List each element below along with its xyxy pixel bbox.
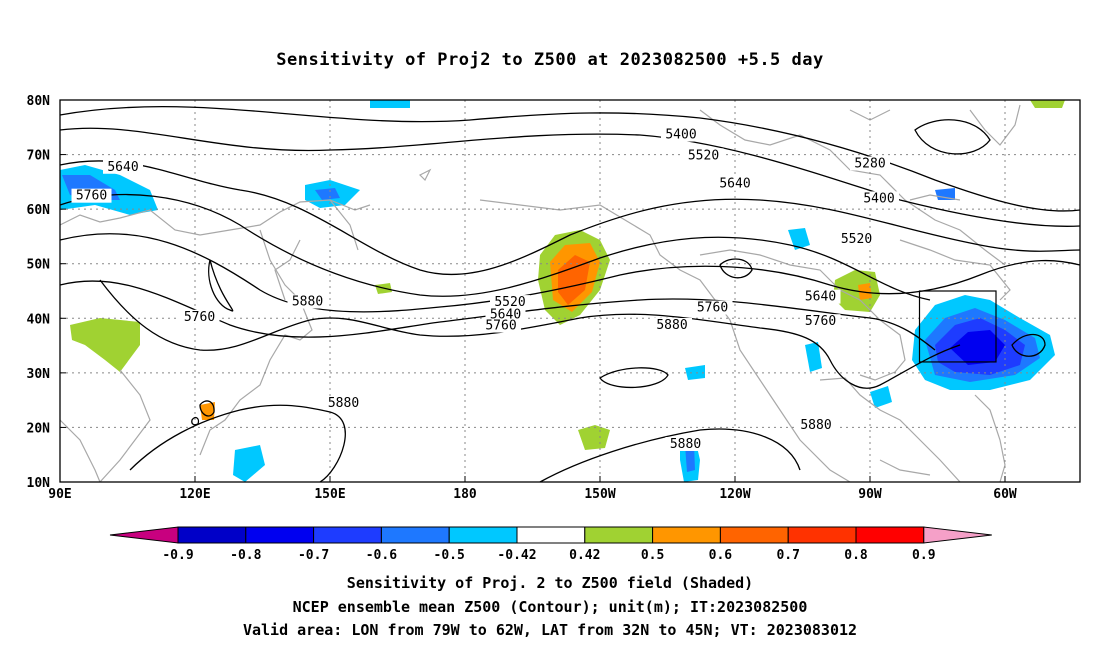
- lon-tick-label: 120W: [719, 487, 750, 502]
- coastlines: [59, 104, 1021, 483]
- contour-label-bg: [71, 188, 112, 203]
- contour-label: 5760: [76, 189, 107, 204]
- contour-label: 5760: [184, 310, 215, 325]
- contour-label: 5400: [863, 191, 894, 206]
- contour-label: 5880: [292, 295, 323, 310]
- contour-label: 5880: [656, 318, 687, 333]
- colorbar-label: -0.8: [230, 548, 261, 563]
- colorbar-label: -0.5: [434, 548, 465, 563]
- colorbar-label: -0.6: [366, 548, 397, 563]
- contour-label: 5760: [805, 314, 836, 329]
- lat-tick-label: 10N: [27, 476, 51, 491]
- caption-contour: NCEP ensemble mean Z500 (Contour); unit(…: [292, 598, 808, 616]
- lat-tick-label: 70N: [27, 149, 51, 164]
- colorbar-segment: [380, 526, 450, 544]
- colorbar-segment: [719, 526, 789, 544]
- colorbar-label: 0.8: [844, 548, 868, 563]
- colorbar-segment: [652, 526, 721, 544]
- lat-tick-label: 80N: [27, 94, 51, 109]
- colorbar-label: -0.7: [298, 548, 329, 563]
- contour-label: 5400: [665, 128, 696, 143]
- contour-label-bg: [179, 309, 220, 324]
- colorbar-label: 0.6: [709, 548, 733, 563]
- colorbar-segment: [516, 526, 586, 544]
- colorbar-segment: [855, 526, 925, 544]
- contour-label-bg: [287, 294, 328, 309]
- lon-tick-label: 90W: [858, 487, 882, 502]
- contour-label-bg: [485, 307, 526, 322]
- contour-label-bg: [850, 156, 890, 171]
- lon-tick-label: 150W: [584, 487, 615, 502]
- lon-tick-label: 120E: [179, 487, 210, 502]
- contour-label-bg: [103, 159, 143, 174]
- contour-label-bg: [323, 396, 364, 411]
- colorbar-label: -0.9: [162, 548, 193, 563]
- lon-tick-label: 90E: [48, 487, 71, 502]
- colorbar-label: 0.42: [569, 548, 600, 563]
- lat-tick-label: 60N: [27, 203, 51, 218]
- lon-tick-label: 60W: [993, 487, 1017, 502]
- valid-area-box: [918, 290, 997, 363]
- contour-label-bg: [481, 318, 521, 333]
- chart-title: Sensitivity of Proj2 to Z500 at 20230825…: [276, 50, 824, 70]
- colorbar: -0.9 -0.8 -0.7 -0.6 -0.5 -0.42 0.42 0.5 0.6 0.7 0.…: [109, 526, 992, 563]
- caption-shading: Sensitivity of Proj. 2 to Z500 field (Sh…: [346, 574, 754, 592]
- contour-label: 5880: [328, 396, 359, 411]
- contour-label: 5640: [719, 177, 750, 192]
- lon-tick-label: 180: [453, 487, 477, 502]
- sensitivity-shading: [60, 100, 1065, 482]
- grid-lines: [60, 100, 1080, 482]
- contour-label: 5520: [688, 148, 719, 163]
- contour-label-bg: [715, 176, 755, 191]
- contour-label-bg: [836, 231, 877, 246]
- contour-label: 5520: [841, 232, 872, 247]
- contour-label-bg: [652, 318, 692, 333]
- contour-label-bg: [800, 314, 841, 329]
- lat-tick-label: 40N: [27, 312, 51, 327]
- contour-label-bg: [800, 289, 841, 304]
- contour-label-bg: [859, 191, 899, 206]
- contour-label-bg: [683, 148, 724, 163]
- map-frame: [59, 99, 1081, 483]
- colorbar-segment: [448, 526, 518, 544]
- contour-labels: 5400552056405280540055205640576057605880…: [71, 127, 899, 452]
- caption-valid-area: Valid area: LON from 79W to 62W, LAT fro…: [242, 621, 858, 639]
- colorbar-segment: [313, 526, 382, 544]
- colorbar-label: 0.7: [776, 548, 799, 563]
- contour-label: 5280: [854, 156, 885, 171]
- contour-label-bg: [692, 300, 733, 315]
- contour-label-bg: [490, 295, 530, 310]
- colorbar-low-arrow: [109, 526, 179, 544]
- colorbar-high-arrow: [923, 526, 992, 544]
- contour-label: 5880: [800, 418, 831, 433]
- colorbar-label: 0.5: [641, 548, 664, 563]
- contour-label: 5760: [697, 301, 728, 316]
- contour-label: 5640: [107, 160, 138, 175]
- contour-label-bg: [661, 127, 701, 142]
- lon-tick-label: 150E: [314, 487, 345, 502]
- contour-label: 5880: [670, 437, 701, 452]
- colorbar-label: -0.42: [497, 548, 536, 563]
- colorbar-segment: [245, 526, 315, 544]
- contour-label-bg: [796, 417, 836, 432]
- colorbar-segment: [177, 526, 247, 544]
- lat-tick-label: 30N: [27, 367, 51, 382]
- lat-tick-label: 20N: [27, 421, 51, 436]
- contour-label: 5640: [805, 290, 836, 305]
- lat-tick-label: 50N: [27, 258, 51, 273]
- colorbar-segment: [787, 526, 857, 544]
- contour-label: 5760: [485, 319, 516, 334]
- colorbar-segment: [584, 526, 654, 544]
- colorbar-label: 0.9: [912, 548, 935, 563]
- contour-label-bg: [665, 436, 706, 451]
- contour-label: 5520: [494, 295, 525, 310]
